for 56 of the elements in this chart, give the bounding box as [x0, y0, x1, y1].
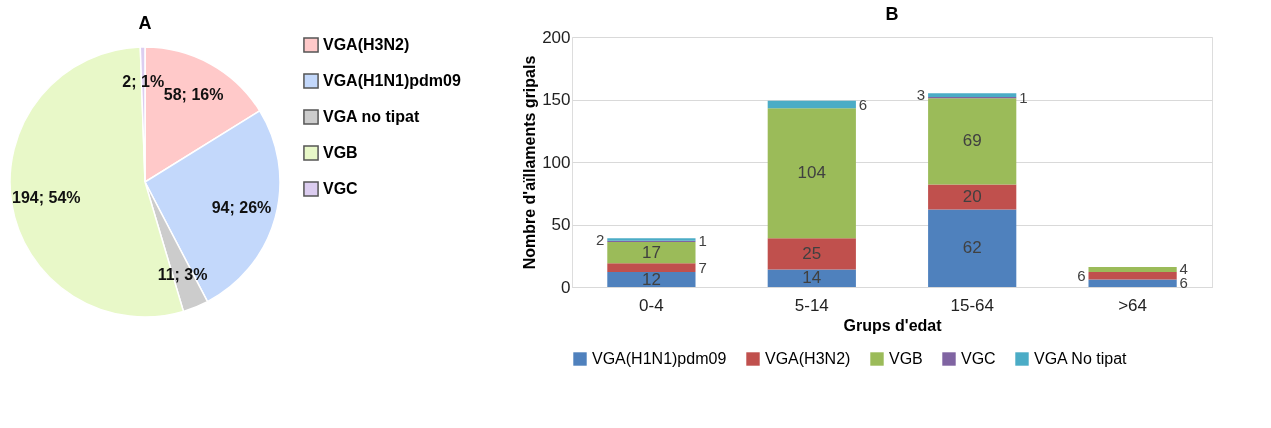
- bar: [607, 242, 696, 264]
- x-tick-label: 15-64: [950, 295, 994, 315]
- data-label: 6: [1077, 266, 1086, 284]
- data-label: 12: [641, 269, 661, 289]
- data-label: 20: [962, 187, 982, 206]
- chart-title: B: [885, 4, 899, 24]
- legend-label: VGA No tipat: [1034, 350, 1128, 367]
- y-tick-label: 50: [551, 215, 571, 234]
- bar: [1088, 279, 1177, 287]
- data-label: 1: [698, 232, 707, 250]
- bar: [767, 100, 856, 109]
- bar: [607, 263, 696, 272]
- x-tick-label: >64: [1118, 295, 1148, 315]
- x-tick-label: 0-4: [639, 295, 664, 315]
- data-label: 2: [596, 230, 605, 248]
- data-label: 1: [1019, 88, 1028, 106]
- data-label: 7: [698, 258, 707, 276]
- bar: [1088, 267, 1177, 272]
- data-label: 2; 1%: [122, 73, 165, 91]
- data-label: 17: [641, 242, 661, 262]
- legend-label: VGA(H1N1)pdm09: [323, 72, 461, 89]
- legend-label: VGB: [889, 350, 923, 367]
- y-axis-title: Nombre d'aïllaments gripals: [521, 55, 539, 270]
- data-label: 11; 3%: [157, 265, 208, 283]
- y-tick-label: 100: [542, 152, 571, 172]
- data-label: 194; 54%: [12, 189, 81, 207]
- legend-label: VGA no tipat: [323, 108, 420, 125]
- x-tick-label: 5-14: [794, 295, 829, 315]
- data-label: 6: [858, 95, 868, 113]
- data-label: 69: [962, 131, 982, 151]
- data-label: 14: [802, 268, 822, 288]
- bar: [928, 98, 1017, 185]
- data-label: 58; 16%: [163, 85, 224, 103]
- x-axis-title: Grups d'edat: [843, 316, 943, 334]
- bar: [928, 209, 1017, 287]
- legend-label: VGB: [323, 144, 358, 161]
- data-label: 104: [797, 163, 826, 183]
- data-label: 62: [962, 238, 982, 258]
- bar: [928, 184, 1017, 210]
- legend-label: VGA(H3N2): [765, 350, 851, 367]
- legend-label: VGA(H1N1)pdm09: [592, 350, 727, 367]
- legend-label: VGC: [323, 180, 359, 197]
- legend-label: VGC: [961, 350, 996, 367]
- data-label: 94; 26%: [211, 199, 272, 217]
- bar: [607, 272, 696, 287]
- y-tick-label: 150: [542, 90, 571, 109]
- y-tick-label: 0: [561, 277, 571, 297]
- y-tick-label: 200: [542, 27, 571, 47]
- data-label: 25: [802, 243, 822, 263]
- data-label: 3: [916, 86, 926, 104]
- bar: [1088, 272, 1177, 280]
- chart-title: A: [138, 13, 152, 33]
- legend-label: VGA(H3N2): [323, 36, 410, 53]
- bar: [767, 238, 856, 270]
- bar: [928, 93, 1017, 97]
- bar: [767, 108, 856, 239]
